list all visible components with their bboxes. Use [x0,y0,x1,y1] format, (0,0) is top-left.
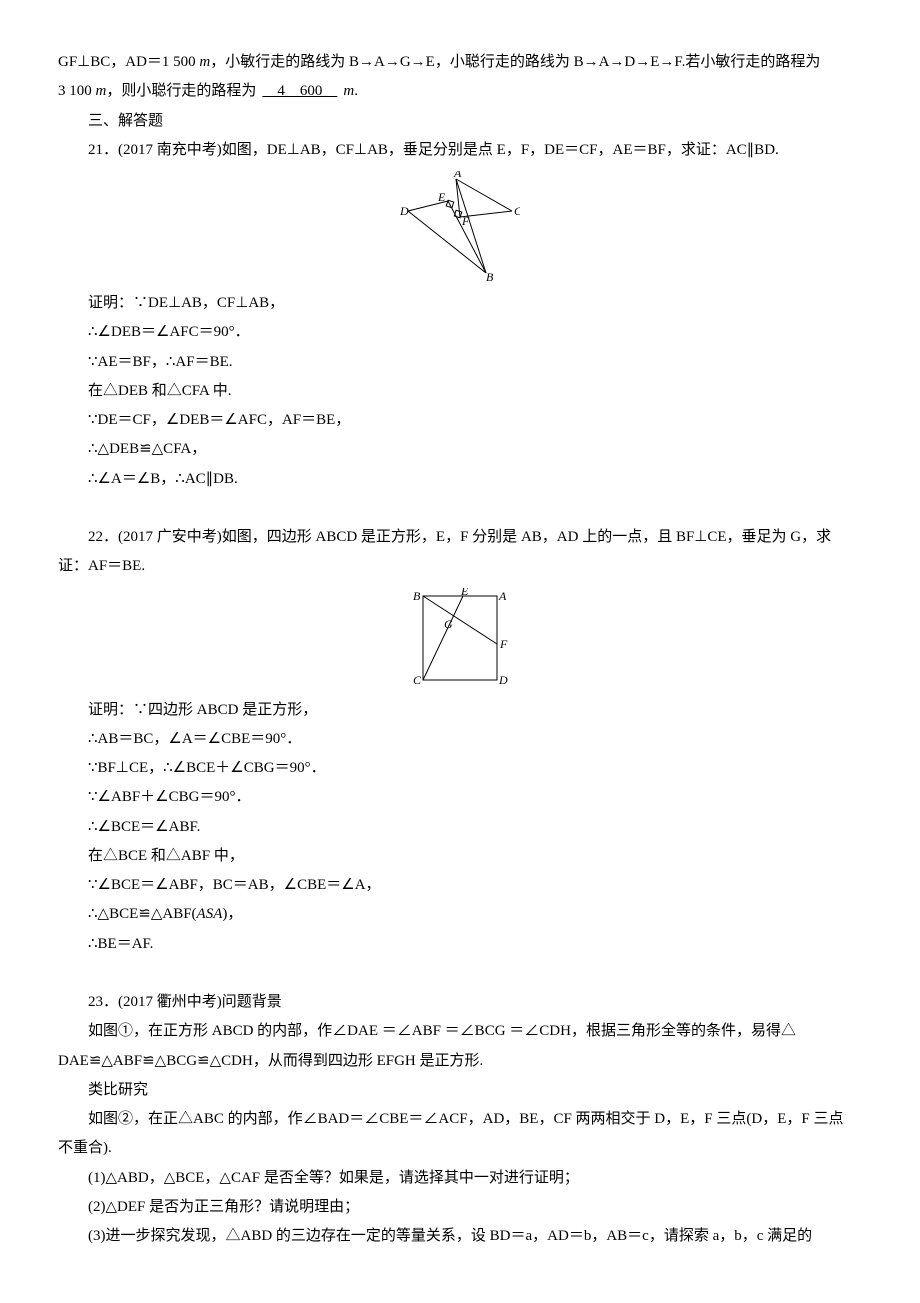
q21-proof-6: ∴△DEB≌△CFA， [58,435,862,464]
section-3-heading: 三、解答题 [58,107,862,136]
svg-text:C: C [514,204,520,218]
q23-stem: 23．(2017 衢州中考)问题背景 [58,988,862,1017]
square-diagram-icon: A B C D E F G [405,588,515,688]
proof-text: ∵四边形 ABCD 是正方形， [133,702,317,718]
q21-figure: A B C D E F [58,171,862,281]
svg-text:F: F [461,214,470,228]
page-root: GF⊥BC，AD＝1 500 m，小敏行走的路线为 B→A→G→E，小聪行走的路… [0,0,920,1303]
q23-bg-1b: DAE≌△ABF≌△BCG≌△CDH，从而得到四边形 EFGH 是正方形. [58,1047,862,1076]
question-number: 22． [88,529,118,545]
svg-text:G: G [444,617,453,631]
unit-m: m [96,83,107,99]
text: ，则小聪行走的路程为 [106,83,256,99]
svg-text:B: B [486,270,494,281]
svg-text:A: A [453,171,462,180]
q22-proof-2: ∴AB＝BC，∠A＝∠CBE＝90°． [58,725,862,754]
text: ，小敏行走的路线为 B→A→G→E，小聪行走的路线为 B→A→D→E→F.若小敏… [210,54,820,70]
q22-stem-1: 22．(2017 广安中考)如图，四边形 ABCD 是正方形，E，F 分别是 A… [58,523,862,552]
q22-proof-6: 在△BCE 和△ABF 中， [58,842,862,871]
q22-proof-9: ∴BE＝AF. [58,930,862,959]
q21-proof-3: ∵AE＝BF，∴AF＝BE. [58,348,862,377]
q22-proof-1: 证明：∵四边形 ABCD 是正方形， [58,696,862,725]
question-number: 23． [88,994,118,1010]
q21-proof-7: ∴∠A＝∠B，∴AC∥DB. [58,465,862,494]
intro-line-2: 3 100 m，则小聪行走的路程为 4 600 m. [58,77,862,106]
svg-text:D: D [400,204,409,218]
proof-label: 证明： [88,295,133,311]
unit-m: m [343,83,354,99]
intro-line-1: GF⊥BC，AD＝1 500 m，小敏行走的路线为 B→A→G→E，小聪行走的路… [58,48,862,77]
q22-proof-7: ∵∠BCE＝∠ABF，BC＝AB，∠CBE＝∠A， [58,871,862,900]
q22-figure: A B C D E F G [58,588,862,688]
answer-blank: 4 600 [256,83,343,99]
svg-text:A: A [498,589,507,603]
q21-proof-2: ∴∠DEB＝∠AFC＝90°． [58,318,862,347]
proof-text: ∵DE⊥AB，CF⊥AB， [133,295,284,311]
q23-analog-heading: 类比研究 [58,1076,862,1105]
unit-m: m [199,54,210,70]
q21-proof-1: 证明：∵DE⊥AB，CF⊥AB， [58,289,862,318]
proof-label: 证明： [88,702,133,718]
svg-text:D: D [498,673,508,687]
q23-a1: 如图②，在正△ABC 的内部，作∠BAD＝∠CBE＝∠ACF，AD，BE，CF … [58,1105,862,1134]
text: GF⊥BC，AD＝1 500 [58,54,199,70]
q21-stem: 21．(2017 南充中考)如图，DE⊥AB，CF⊥AB，垂足分别是点 E，F，… [58,136,862,165]
q21-proof-5: ∵DE＝CF，∠DEB＝∠AFC，AF＝BE， [58,406,862,435]
svg-text:E: E [460,588,469,598]
text: )， [222,906,242,922]
text: . [354,83,358,99]
q22-proof-4: ∵∠ABF＋∠CBG＝90°． [58,783,862,812]
q22-proof-5: ∴∠BCE＝∠ABF. [58,813,862,842]
q22-proof-3: ∵BF⊥CE，∴∠BCE＋∠CBG＝90°． [58,754,862,783]
triangle-diagram-icon: A B C D E F [400,171,520,281]
svg-text:B: B [413,589,421,603]
svg-text:F: F [499,637,508,651]
q23-bg-1: 如图①，在正方形 ABCD 的内部，作∠DAE ＝∠ABF ＝∠BCG ＝∠CD… [58,1017,862,1046]
text: ∴△BCE≌△ABF( [88,906,197,922]
q23-sub3: (3)进一步探究发现，△ABD 的三边存在一定的等量关系，设 BD＝a，AD＝b… [58,1222,862,1251]
q23-sub2: (2)△DEF 是否为正三角形？请说明理由； [58,1193,862,1222]
asa-text: ASA [197,906,223,922]
svg-text:E: E [437,190,446,204]
q23-sub1: (1)△ABD，△BCE，△CAF 是否全等？如果是，请选择其中一对进行证明； [58,1164,862,1193]
q21-proof-4: 在△DEB 和△CFA 中. [58,377,862,406]
question-number: 21． [88,142,118,158]
q22-stem-2: 证：AF＝BE. [58,552,862,581]
question-text: (2017 广安中考)如图，四边形 ABCD 是正方形，E，F 分别是 AB，A… [118,529,831,545]
q22-proof-8: ∴△BCE≌△ABF(ASA)， [58,900,862,929]
question-text: (2017 衢州中考)问题背景 [118,994,282,1010]
svg-text:C: C [413,673,422,687]
q23-a1b: 不重合). [58,1134,862,1163]
text: 3 100 [58,83,96,99]
question-text: (2017 南充中考)如图，DE⊥AB，CF⊥AB，垂足分别是点 E，F，DE＝… [118,142,779,158]
